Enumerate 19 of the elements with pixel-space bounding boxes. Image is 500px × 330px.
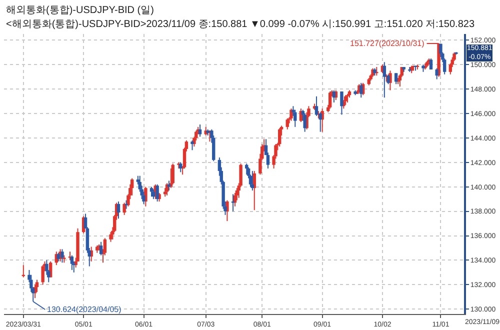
- candlestick: [328, 90, 332, 110]
- candlestick: [344, 94, 348, 106]
- candlestick: [171, 163, 174, 185]
- candlestick: [130, 178, 134, 196]
- candlestick: [294, 109, 297, 128]
- candlestick: [167, 180, 171, 192]
- annotation: 151.727(2023/10/31): [350, 39, 425, 48]
- candlestick: [439, 43, 442, 58]
- annotation: 130.624(2023/04/05): [47, 305, 122, 314]
- candlestick: [152, 188, 156, 200]
- candlestick: [190, 140, 194, 151]
- candlestick: [41, 264, 44, 286]
- chart-subtitle: <해외통화(통합)-USDJPY-BID>2023/11/09 종:150.881 ▼0.099 -0.07% 시:150.991 고:151.020 저:150.823: [6, 19, 475, 30]
- chart-title: 해외통화(통합)-USDJPY-BID (일): [6, 5, 154, 16]
- candlestick: [435, 68, 438, 80]
- candlestick: [70, 254, 74, 270]
- candlestick: [48, 260, 52, 278]
- candlestick: [278, 128, 282, 147]
- candlestick: [252, 170, 256, 211]
